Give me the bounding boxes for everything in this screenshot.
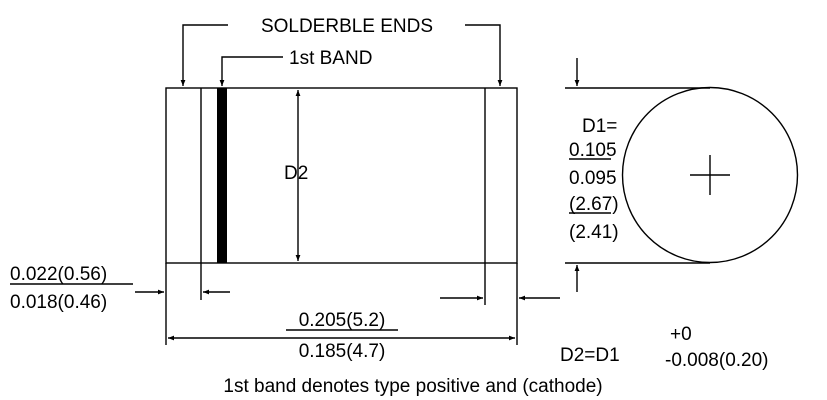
label: 1st BAND bbox=[289, 48, 372, 69]
label: D2=D1 bbox=[560, 345, 620, 366]
labels: SOLDERBLE ENDS 1st BAND D2 D1= 0.105 0.0… bbox=[10, 16, 769, 397]
label: 0.022(0.56) bbox=[10, 264, 107, 285]
leader bbox=[180, 24, 228, 86]
label: D1= bbox=[582, 116, 617, 137]
caption: 1st band denotes type positive and (cath… bbox=[223, 376, 602, 397]
body bbox=[165, 87, 518, 264]
band bbox=[217, 88, 227, 263]
leader bbox=[465, 24, 503, 86]
label: 0.185(4.7) bbox=[299, 341, 386, 362]
label: 0.205(5.2) bbox=[299, 310, 386, 331]
label: 0.018(0.46) bbox=[10, 292, 107, 313]
label: 0.105 bbox=[569, 140, 617, 161]
leader bbox=[219, 56, 283, 86]
label: (2.67) bbox=[569, 194, 619, 215]
label: SOLDERBLE ENDS bbox=[261, 16, 433, 37]
label: -0.008(0.20) bbox=[665, 350, 769, 371]
label: +0 bbox=[670, 324, 692, 345]
drawing bbox=[10, 24, 799, 345]
label: 0.095 bbox=[569, 168, 617, 189]
label: (2.41) bbox=[569, 222, 619, 243]
label: D2 bbox=[284, 163, 308, 184]
